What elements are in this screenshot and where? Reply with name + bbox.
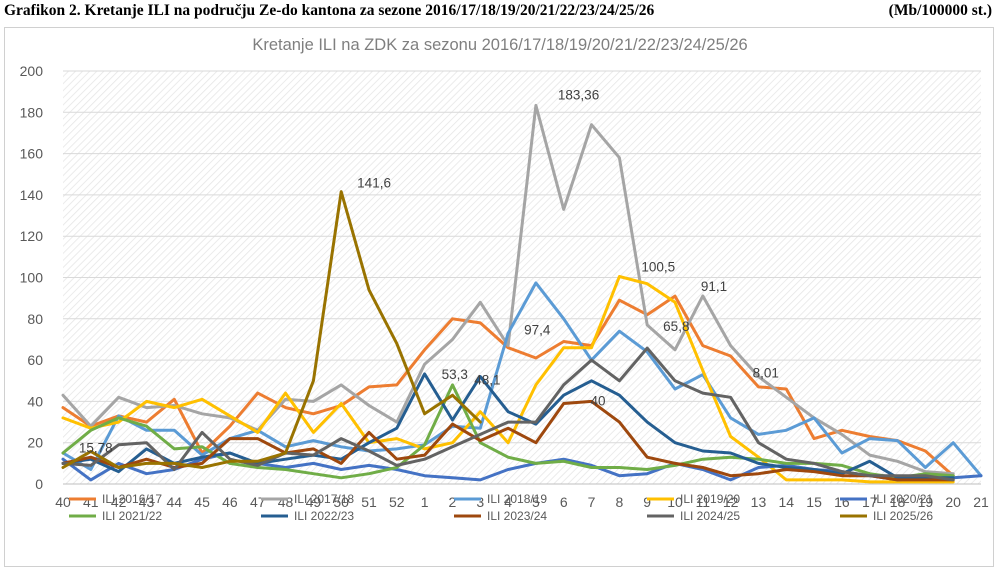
x-tick-label: 16 — [834, 494, 850, 510]
x-tick-label: 8 — [615, 494, 623, 510]
y-tick-label: 140 — [20, 187, 44, 203]
data-label: 48,1 — [474, 373, 500, 388]
x-tick-label: 3 — [476, 494, 484, 510]
y-tick-label: 40 — [27, 393, 43, 409]
y-tick-label: 200 — [20, 63, 44, 79]
x-tick-label: 12 — [723, 494, 739, 510]
x-tick-label: 43 — [139, 494, 155, 510]
y-tick-label: 20 — [27, 435, 43, 451]
x-tick-label: 21 — [973, 494, 989, 510]
legend-label: ILI 2016/17 — [102, 492, 162, 506]
x-tick-label: 46 — [222, 494, 238, 510]
x-tick-label: 6 — [560, 494, 568, 510]
figure-heading: Grafikon 2. Kretanje ILI na području Ze-… — [4, 2, 992, 24]
data-label: 15,78 — [79, 440, 113, 455]
data-label: 183,36 — [558, 87, 599, 102]
series-line — [61, 190, 482, 469]
series-line — [61, 346, 955, 482]
y-tick-label: 0 — [35, 476, 43, 492]
y-tick-label: 60 — [27, 352, 43, 368]
x-tick-label: 13 — [751, 494, 767, 510]
y-tick-label: 100 — [20, 270, 44, 286]
figure-title: Grafikon 2. Kretanje ILI na području Ze-… — [4, 2, 655, 19]
legend-label: ILI 2023/24 — [487, 509, 547, 523]
legend-label: ILI 2021/22 — [102, 509, 162, 523]
series-line — [61, 399, 955, 482]
x-tick-label: 47 — [250, 494, 266, 510]
figure-unit: (Mb/100000 st.) — [888, 2, 992, 19]
legend: ILI 2016/17 ILI 2017/18 ILI 2018/19 ILI 201… — [69, 492, 933, 523]
data-label: 8,01 — [753, 365, 779, 380]
data-labels: 183,36 141,6 100,5 97,4 91,1 65,8 53,3 48,1 40 15… — [79, 87, 779, 455]
legend-label: ILI 2017/18 — [294, 492, 354, 506]
data-label: 97,4 — [524, 322, 551, 337]
y-tick-label: 80 — [27, 311, 43, 327]
x-tick-label: 4 — [504, 494, 512, 510]
x-tick-label: 7 — [588, 494, 596, 510]
y-tick-label: 120 — [20, 228, 44, 244]
chart-area: Kretanje ILI na ZDK za sezonu 2016/17/18… — [4, 27, 994, 567]
x-tick-label: 18 — [890, 494, 906, 510]
x-tick-label: 9 — [643, 494, 651, 510]
legend-label: ILI 2019/20 — [680, 492, 740, 506]
legend-label: ILI 2024/25 — [680, 509, 740, 523]
series-line — [61, 103, 955, 476]
legend-label: ILI 2025/26 — [873, 509, 933, 523]
x-tick-label: 15 — [806, 494, 822, 510]
x-tick-label: 19 — [918, 494, 934, 510]
legend-label: ILI 2018/19 — [487, 492, 547, 506]
ili-line-chart: Kretanje ILI na ZDK za sezonu 2016/17/18… — [20, 36, 989, 523]
data-label: 40 — [591, 393, 606, 408]
x-tick-label: 48 — [278, 494, 294, 510]
chart-title: Kretanje ILI na ZDK za sezonu 2016/17/18… — [252, 36, 747, 54]
legend-label: ILI 2020/21 — [873, 492, 933, 506]
data-label: 100,5 — [641, 259, 675, 274]
x-tick-label: 45 — [194, 494, 210, 510]
x-tick-label: 5 — [532, 494, 540, 510]
data-label: 141,6 — [357, 176, 391, 191]
x-tick-label: 42 — [111, 494, 127, 510]
data-label: 53,3 — [442, 367, 468, 382]
x-tick-label: 2 — [449, 494, 457, 510]
series-line — [61, 275, 955, 484]
x-tick-label: 1 — [421, 494, 429, 510]
y-tick-label: 180 — [20, 104, 44, 120]
x-tick-label: 14 — [778, 494, 794, 510]
x-tick-label: 40 — [55, 494, 71, 510]
x-tick-label: 41 — [83, 494, 99, 510]
x-tick-label: 50 — [333, 494, 349, 510]
x-tick-label: 52 — [389, 494, 405, 510]
x-tick-label: 11 — [696, 494, 711, 510]
x-tick-label: 44 — [166, 494, 182, 510]
x-tick-label: 49 — [306, 494, 322, 510]
y-tick-label: 160 — [20, 146, 44, 162]
data-label: 65,8 — [663, 319, 689, 334]
legend-label: ILI 2022/23 — [294, 509, 354, 523]
x-tick-label: 20 — [945, 494, 961, 510]
data-label: 91,1 — [701, 279, 727, 294]
series-lines — [61, 103, 983, 484]
x-tick-label: 51 — [361, 494, 377, 510]
